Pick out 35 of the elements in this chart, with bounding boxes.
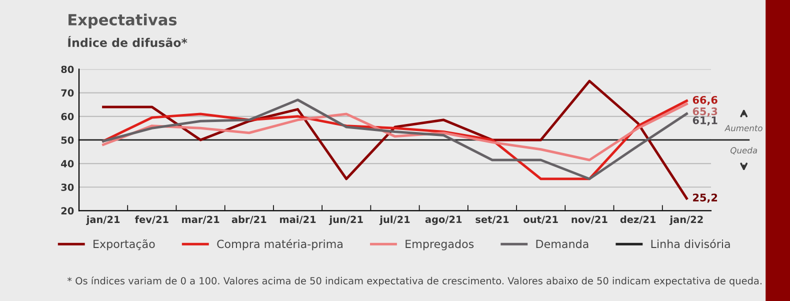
x-tick-label: jan/21 [86,216,120,226]
data-label: 61,1 [692,116,718,126]
text: Queda [730,147,757,154]
x-tick-label: jun/21 [328,216,363,226]
y-tick-label: 30 [61,184,74,191]
text: Aumento [724,125,762,132]
chart-subtitle: Índice de difusão* [68,36,188,48]
legend-label: Empregados [406,240,474,250]
y-tick-label: 40 [61,160,74,168]
y-tick-label: 80 [61,66,74,74]
y-tick-label: 50 [61,136,74,144]
chart-title: Expectativas [68,14,177,28]
x-tick-label: jul/21 [379,216,410,226]
x-tick-label: dez/21 [620,216,656,224]
y-tick-label: 70 [61,89,74,97]
line-series [102,80,688,200]
data-label: 65,3 [692,107,718,117]
legend-label: Compra matéria-prima [217,239,342,250]
y-tick-label: 20 [61,207,74,215]
data-label: 66,6 [692,96,718,106]
x-tick-label: jan/22 [669,216,703,226]
x-tick-label: mai/21 [280,216,316,224]
x-tick-label: abr/21 [232,216,266,224]
legend-label: Exportação [94,239,155,250]
x-tick-label: ago/21 [425,216,462,225]
x-tick-label: out/21 [524,216,558,224]
x-tick-label: mar/21 [182,216,220,224]
y-tick-label: 60 [61,112,74,120]
x-tick-label: nov/21 [572,216,608,224]
text: * Os índices variam de 0 a 100. Valores acima de 50 indicam expectativa de crescimento. Valores abaixo de 50 indicam expectativa de queda. [67,276,762,286]
x-tick-label: set/21 [476,216,509,224]
x-tick-label: fev/21 [134,216,168,224]
data-label: 25,2 [693,194,718,203]
legend-label: Linha divisória [651,239,730,248]
legend-label: Demanda [536,240,588,248]
